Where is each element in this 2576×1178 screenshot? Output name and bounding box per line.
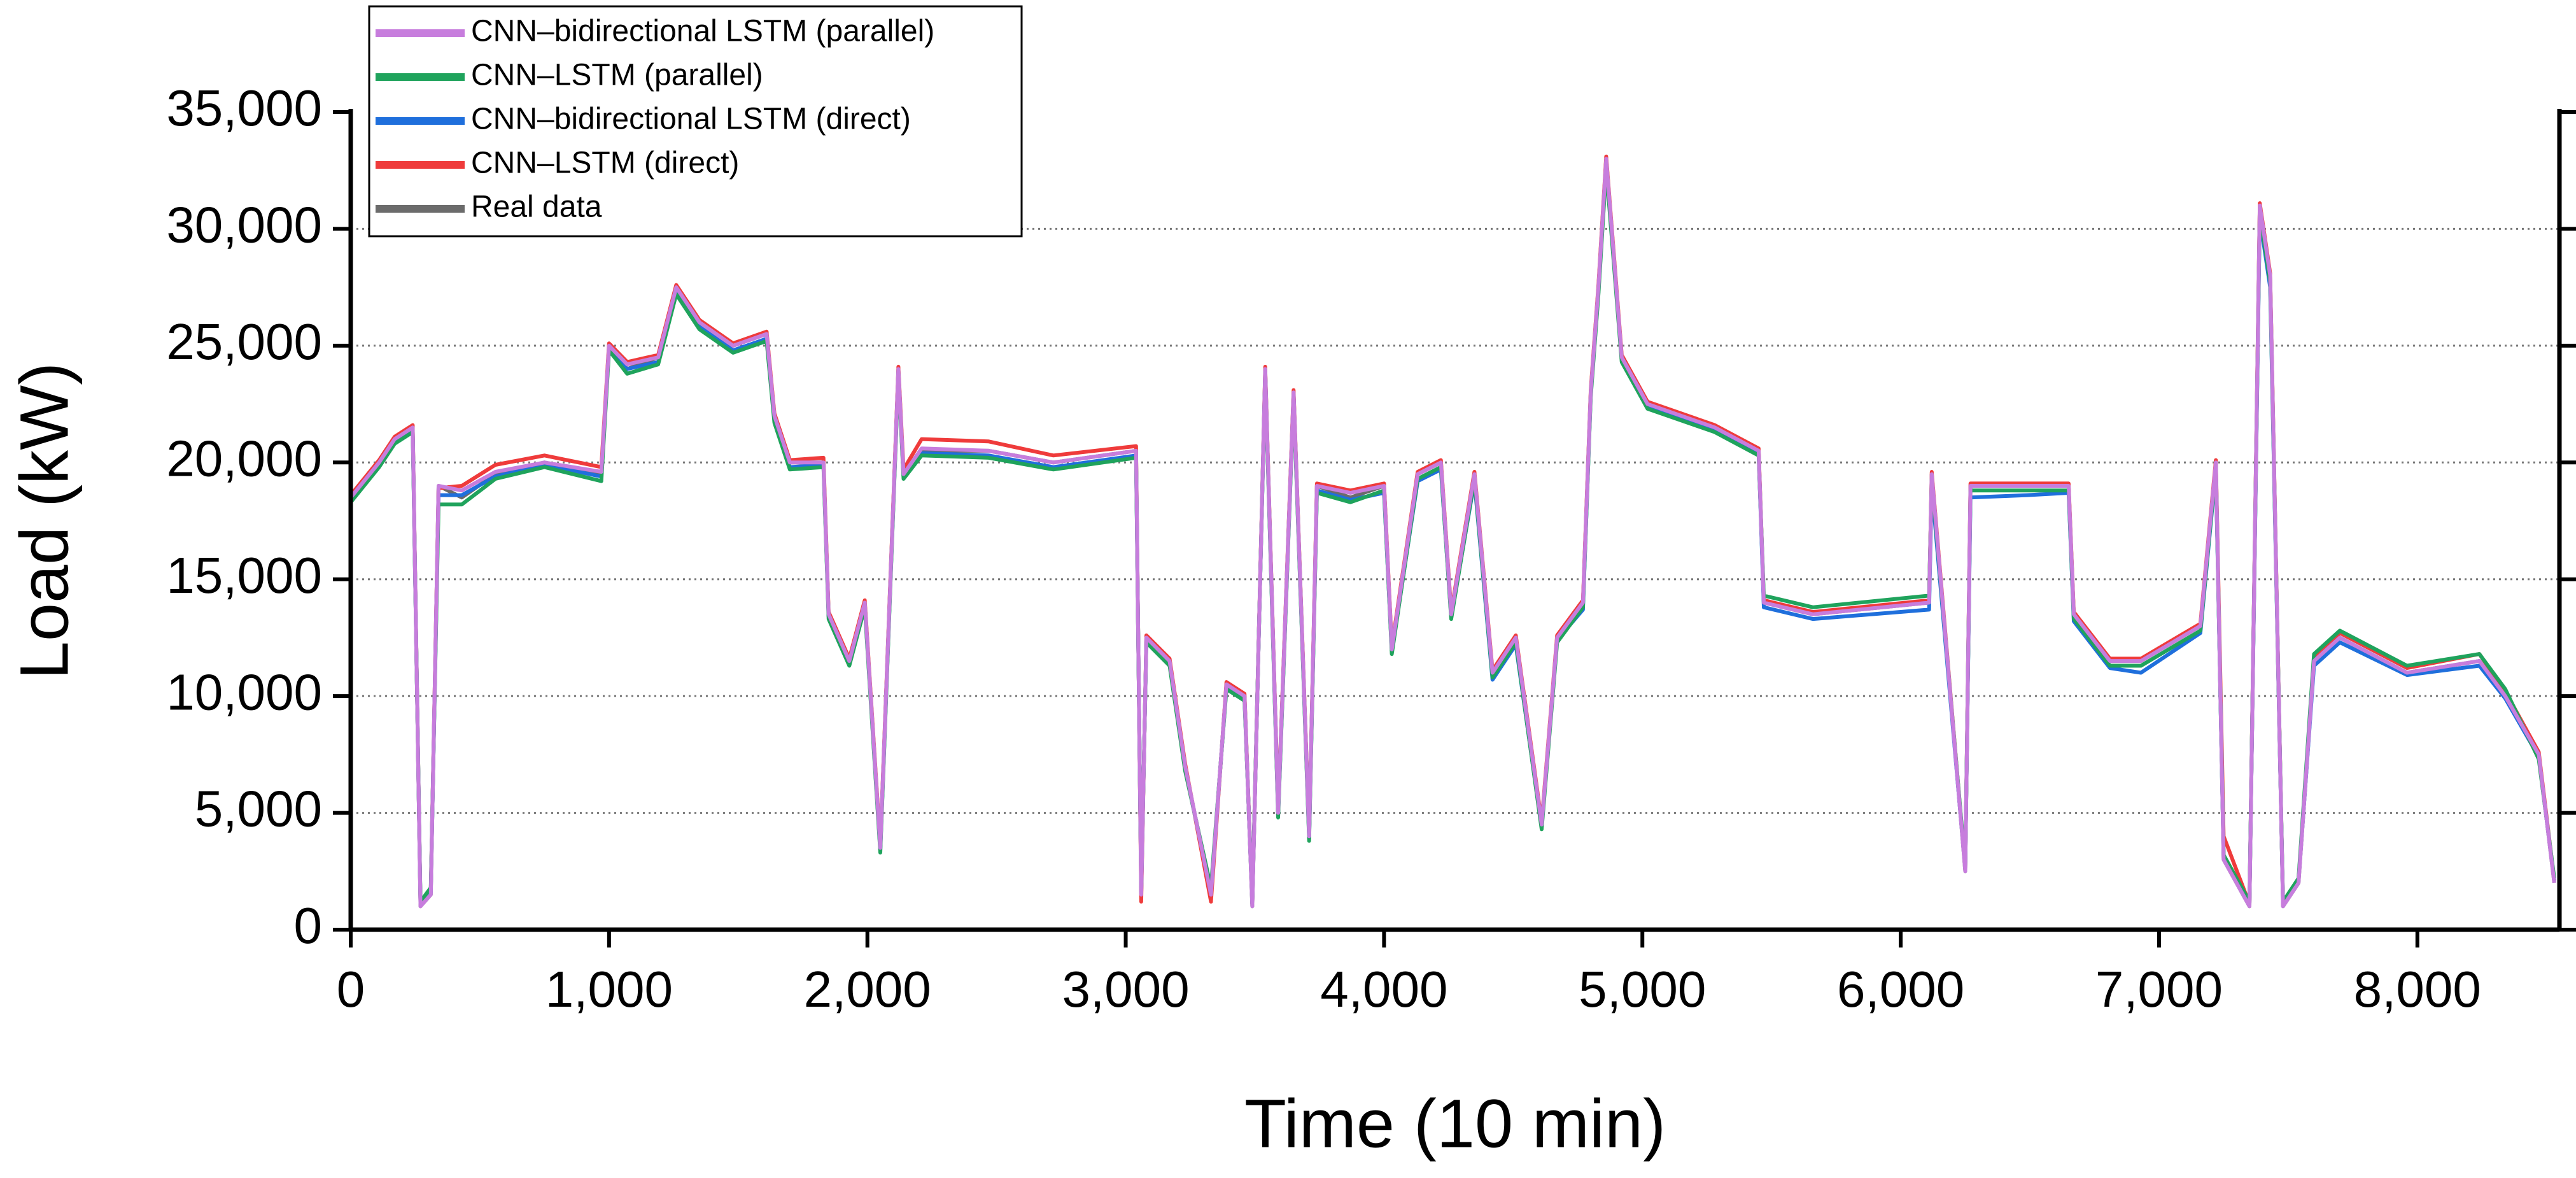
x-tick-label: 3,000 (1062, 961, 1189, 1018)
x-tick-label: 2,000 (804, 961, 931, 1018)
x-tick-label: 1,000 (545, 961, 673, 1018)
y-tick-label: 30,000 (166, 197, 322, 253)
legend-label: Real data (471, 190, 602, 224)
y-tick-label: 25,000 (166, 313, 322, 370)
y-tick-label: 35,000 (166, 80, 322, 136)
x-tick-label: 5,000 (1579, 961, 1706, 1018)
legend: CNN–bidirectional LSTM (parallel) CNN–LST… (368, 5, 1023, 238)
x-tick-label: 0 (337, 961, 365, 1018)
y-axis-title: Load (kW) (6, 362, 83, 679)
legend-label: CNN–LSTM (direct) (471, 146, 739, 180)
y-tick-label: 0 (294, 897, 323, 954)
legend-box (368, 5, 1023, 238)
legend-label: CNN–bidirectional LSTM (parallel) (471, 15, 934, 48)
y-tick-label: 20,000 (166, 430, 322, 486)
x-tick-label: 7,000 (2095, 961, 2223, 1018)
x-tick-label: 8,000 (2354, 961, 2481, 1018)
series-line (349, 166, 2556, 904)
y-tick-label: 5,000 (195, 781, 322, 837)
legend-label: CNN–LSTM (parallel) (471, 59, 763, 92)
x-axis-title: Time (10 min) (1244, 1085, 1666, 1162)
series-line (349, 157, 2556, 909)
x-tick-label: 6,000 (1837, 961, 1964, 1018)
legend-label: CNN–bidirectional LSTM (direct) (471, 103, 911, 136)
x-tick-label: 4,000 (1320, 961, 1447, 1018)
y-tick-label: 10,000 (166, 664, 322, 720)
y-tick-label: 15,000 (166, 547, 322, 604)
